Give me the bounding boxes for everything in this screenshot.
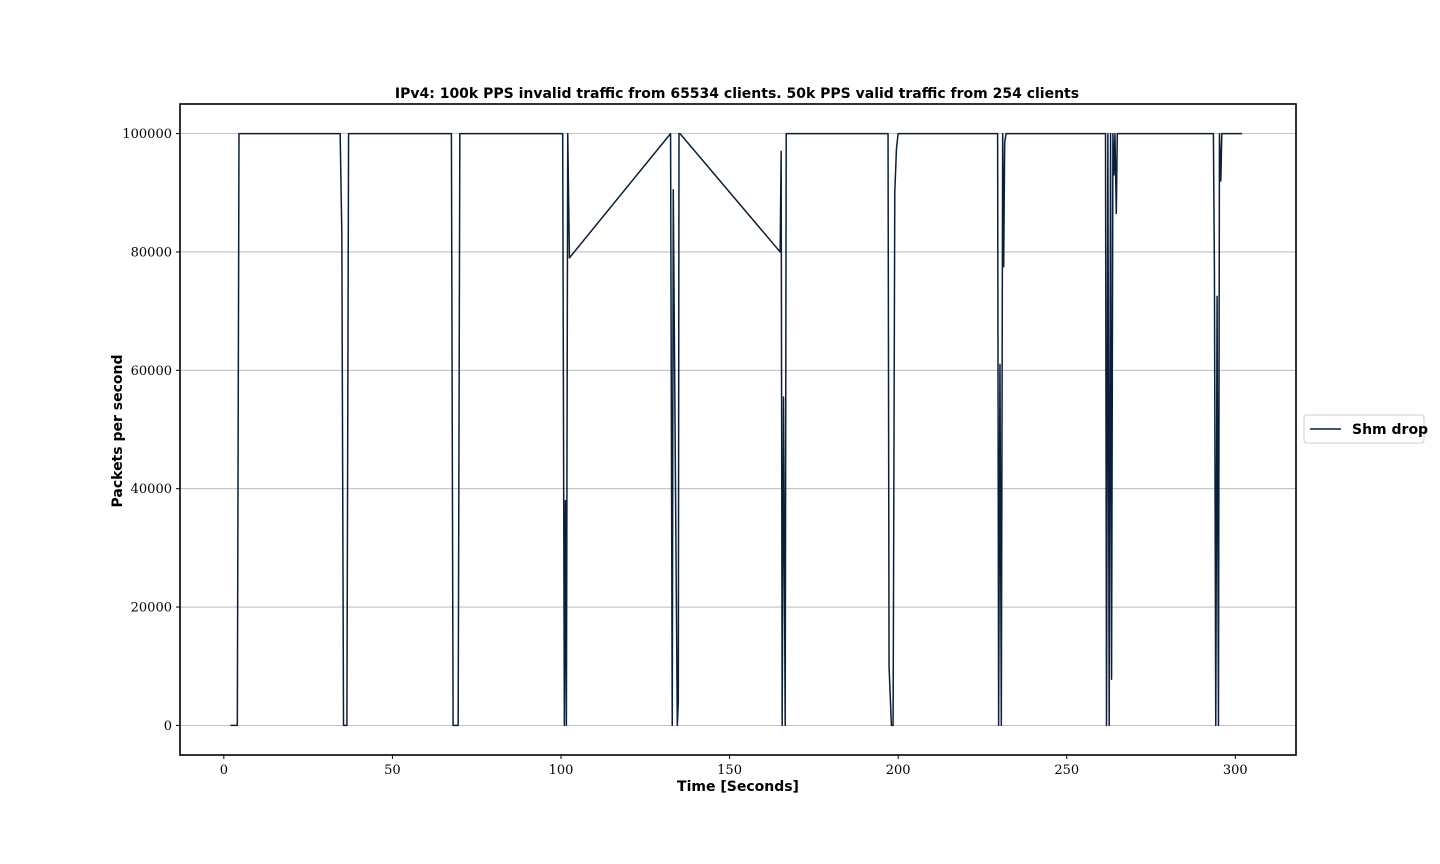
x-tick-label: 250 xyxy=(1054,763,1079,778)
x-tick-label: 0 xyxy=(220,763,228,778)
y-tick-label: 20000 xyxy=(131,601,172,616)
series-line-shm-drop xyxy=(230,132,1243,727)
legend: Shm drop xyxy=(1303,414,1428,444)
chart-title: IPv4: 100k PPS invalid traffic from 6553… xyxy=(395,86,1079,102)
x-axis-label: Time [Seconds] xyxy=(677,779,799,795)
x-tick-label: 200 xyxy=(886,763,911,778)
y-tick-label: 60000 xyxy=(131,364,172,379)
x-axis-ticks: 0 50 100 150 200 250 300 xyxy=(220,755,1248,778)
x-tick-label: 300 xyxy=(1223,763,1248,778)
legend-box xyxy=(1303,414,1425,444)
legend-label-shm-drop: Shm drop xyxy=(1352,422,1428,438)
x-tick-label: 150 xyxy=(717,763,742,778)
y-tick-label: 0 xyxy=(164,719,172,734)
y-tick-label: 40000 xyxy=(131,482,172,497)
series-layer xyxy=(230,132,1243,727)
plot-frame xyxy=(179,103,1297,756)
x-tick-label: 100 xyxy=(549,763,574,778)
y-tick-label: 80000 xyxy=(131,245,172,260)
y-tick-label: 100000 xyxy=(122,127,172,142)
y-axis-ticks: 0 20000 40000 60000 80000 100000 xyxy=(122,127,180,734)
y-axis-label: Packets per second xyxy=(110,355,126,508)
x-tick-label: 50 xyxy=(384,763,401,778)
